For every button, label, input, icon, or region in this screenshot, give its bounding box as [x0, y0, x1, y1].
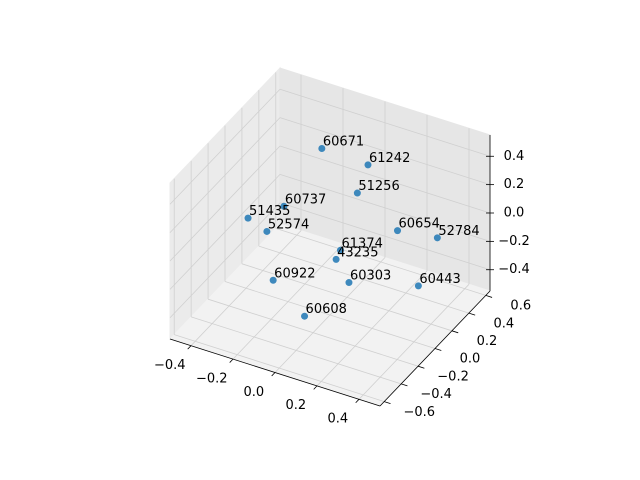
- x-axis-line: [169, 338, 381, 407]
- point: [301, 312, 309, 320]
- y-tick: [401, 383, 408, 387]
- grid-line: [224, 281, 436, 349]
- x-tick-label: 0.2: [285, 398, 306, 413]
- point: [337, 246, 344, 254]
- grid-line: [174, 334, 385, 402]
- y-tick: [384, 401, 391, 404]
- grid-line: [207, 298, 419, 367]
- point: [414, 282, 422, 290]
- point-label: 43235: [337, 245, 378, 260]
- y-tick: [485, 295, 493, 298]
- point-label: 52574: [268, 217, 309, 232]
- x-tick-label: 0.4: [327, 412, 348, 427]
- x-tick-label: −0.2: [196, 371, 228, 386]
- point-label: 60654: [399, 217, 440, 232]
- point: [244, 214, 252, 222]
- y-tick-label: −0.6: [403, 405, 435, 420]
- y-tick-label: 0.6: [510, 299, 531, 314]
- point-label: 60922: [274, 266, 315, 281]
- point-label: 51435: [249, 204, 290, 219]
- y-tick-label: 0.0: [460, 352, 481, 367]
- point: [353, 189, 361, 197]
- grid-line: [279, 117, 491, 186]
- point: [280, 202, 288, 210]
- point-label: 60608: [306, 302, 347, 317]
- grid-line: [169, 145, 281, 262]
- point-label: 52784: [438, 224, 479, 239]
- y-tick: [468, 312, 476, 316]
- point: [332, 255, 340, 263]
- point: [394, 227, 402, 235]
- grid-line: [169, 174, 281, 290]
- point-label: 61242: [369, 151, 410, 166]
- point-label: 61374: [342, 236, 383, 251]
- grid-line: [279, 145, 491, 214]
- grid-line: [279, 88, 491, 157]
- point: [433, 234, 441, 242]
- z-tick-label: 0.4: [504, 149, 525, 164]
- x-tick-label: −0.4: [154, 358, 186, 373]
- grid-line: [241, 263, 453, 332]
- point-label: 60737: [285, 192, 326, 207]
- grid-line: [279, 173, 491, 242]
- y-axis-line: [379, 290, 491, 407]
- point: [345, 279, 353, 287]
- grid-line: [279, 202, 491, 271]
- y-tick-label: 0.4: [494, 316, 515, 331]
- x-tick: [355, 399, 360, 404]
- grid-line: [169, 117, 281, 233]
- x-tick-label: 0.0: [243, 385, 264, 400]
- z-tick-label: 0.0: [504, 206, 525, 221]
- grid-line: [275, 228, 486, 296]
- x-tick: [187, 345, 192, 350]
- point: [318, 145, 326, 153]
- y-tick: [434, 348, 442, 351]
- y-tick-label: 0.2: [477, 334, 498, 349]
- x-tick: [271, 372, 276, 377]
- point-label: 60303: [350, 269, 391, 284]
- x-tick: [313, 385, 318, 390]
- grid-line: [191, 316, 402, 385]
- point-label: 51256: [358, 179, 399, 194]
- point: [269, 276, 277, 284]
- point-label: 60443: [419, 272, 460, 287]
- grid-line: [169, 88, 281, 205]
- y-tick: [417, 365, 425, 369]
- z-tick-label: −0.4: [498, 262, 530, 277]
- z-tick-label: 0.2: [504, 177, 525, 192]
- grid-line: [258, 245, 469, 314]
- x-tick: [229, 358, 234, 363]
- grid-line: [169, 202, 281, 319]
- z-tick-label: −0.2: [498, 234, 530, 249]
- point-label: 60671: [323, 135, 364, 150]
- y-tick-label: −0.2: [437, 369, 469, 384]
- point: [263, 227, 271, 235]
- y-tick-label: −0.4: [420, 387, 452, 402]
- y-tick: [451, 330, 459, 334]
- point: [364, 161, 372, 169]
